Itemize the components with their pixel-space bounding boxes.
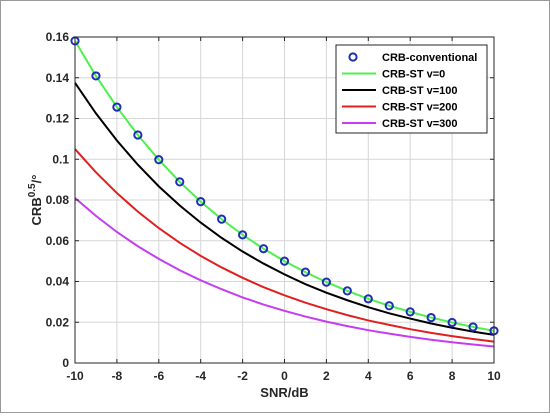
series-line-1	[74, 40, 495, 332]
x-tick-label: 6	[407, 369, 414, 383]
y-tick-label: 0.14	[46, 71, 70, 85]
marker-point	[112, 102, 122, 112]
y-tick-label: 0.02	[46, 315, 70, 329]
y-axis-ticks: 0 0.02 0.04 0.06 0.08 0.1 0.12 0.14 0.16	[46, 30, 494, 370]
marker-point	[363, 294, 373, 304]
y-axis-label-main: CRB	[29, 197, 44, 225]
legend-label-2: CRB-ST v=100	[382, 85, 458, 97]
legend-label-3: CRB-ST v=200	[382, 102, 458, 114]
series-layer	[70, 36, 499, 348]
x-tick-label: -6	[153, 369, 164, 383]
series-line-3	[74, 148, 495, 343]
x-tick-label: -4	[195, 369, 206, 383]
marker-point	[384, 301, 394, 311]
y-tick-label: 0.08	[46, 193, 70, 207]
y-tick-label: 0.12	[46, 112, 70, 126]
marker-point	[300, 267, 311, 277]
marker-point	[321, 277, 331, 287]
y-axis-label: CRB0.5/°	[27, 175, 44, 226]
marker-point	[154, 155, 164, 165]
x-tick-label: 2	[323, 369, 330, 383]
legend-label-1: CRB-ST v=0	[382, 69, 445, 81]
y-tick-label: 0.06	[46, 234, 70, 248]
legend-label-0: CRB-conventional	[382, 52, 477, 64]
marker-point	[468, 322, 478, 332]
legend-marker-0	[348, 52, 358, 62]
marker-point	[342, 286, 352, 296]
x-tick-label: -10	[66, 369, 84, 383]
series-line-2	[74, 82, 495, 336]
marker-point	[405, 307, 415, 317]
x-tick-label: 8	[449, 369, 456, 383]
y-tick-label: 0	[62, 356, 69, 370]
x-axis-ticks: -10 -8 -6 -4 -2 0 2 4 6 8 10	[66, 37, 501, 383]
series-line-4	[74, 197, 495, 348]
marker-point	[238, 230, 248, 240]
marker-point	[91, 71, 101, 81]
x-tick-label: 4	[365, 369, 372, 383]
marker-point	[447, 317, 457, 328]
marker-point	[426, 312, 436, 323]
x-tick-label: 10	[487, 369, 501, 383]
y-axis-label-unit: /°	[29, 175, 44, 184]
marker-point	[133, 130, 143, 140]
marker-point	[175, 177, 185, 187]
x-tick-label: 0	[281, 369, 288, 383]
y-tick-label: 0.04	[46, 275, 70, 289]
x-tick-label: -2	[237, 369, 248, 383]
marker-point	[196, 197, 206, 207]
x-tick-label: -8	[112, 369, 123, 383]
marker-point	[217, 214, 227, 224]
x-axis-label: SNR/dB	[260, 385, 308, 400]
marker-point	[258, 244, 269, 254]
y-axis-label-sup: 0.5	[27, 183, 38, 197]
legend-label-4: CRB-ST v=300	[382, 118, 458, 130]
y-tick-label: 0.16	[46, 30, 70, 44]
legend: CRB-conventional CRB-ST v=0 CRB-ST v=100 CR…	[335, 44, 488, 134]
y-tick-label: 0.1	[52, 152, 69, 166]
marker-point	[279, 256, 290, 266]
